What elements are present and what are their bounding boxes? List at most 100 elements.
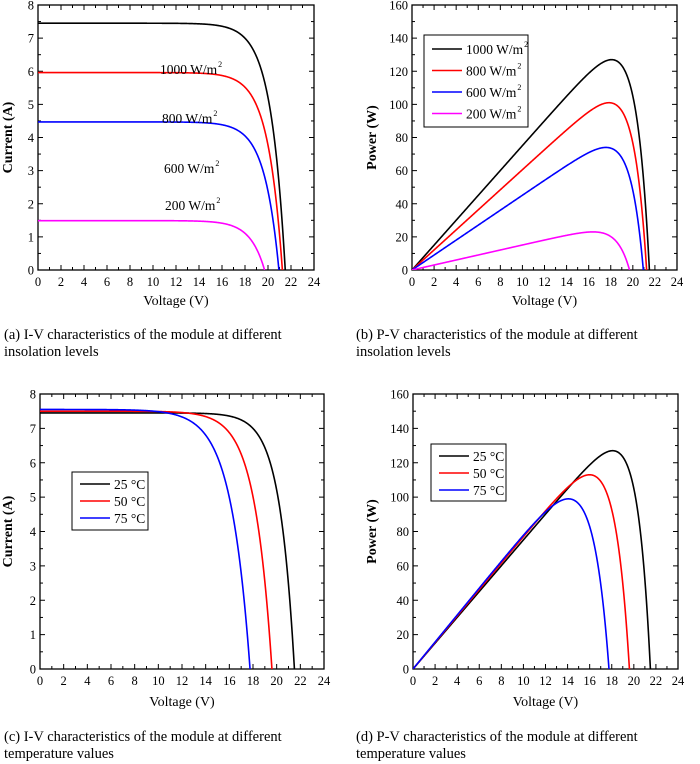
y-axis-label: Current (A) <box>1 101 16 173</box>
x-tick-label: 14 <box>199 674 212 688</box>
x-tick-label: 12 <box>539 674 552 688</box>
x-tick-label: 12 <box>176 674 189 688</box>
series-label-0: 1000 W/m <box>160 62 218 77</box>
x-tick-label: 24 <box>671 275 684 289</box>
series-line-1 <box>38 71 284 270</box>
x-tick-label: 2 <box>432 674 438 688</box>
legend-label-1: 800 W/m <box>466 64 517 79</box>
series-line-1 <box>412 101 648 270</box>
plot-frame <box>37 4 315 271</box>
series-line-2 <box>40 408 251 669</box>
caption-d: (d) P-V characteristics of the module at… <box>356 729 638 763</box>
y-tick-label: 8 <box>28 0 34 13</box>
y-axis-label: Power (W) <box>365 499 380 564</box>
x-tick-label: 18 <box>239 275 252 289</box>
caption-c-line2: temperature values <box>4 746 114 762</box>
x-tick-label: 16 <box>216 275 229 289</box>
x-tick-label: 4 <box>81 275 88 289</box>
x-tick-label: 18 <box>605 275 618 289</box>
x-tick-label: 20 <box>627 275 640 289</box>
x-axis-label: Voltage (V) <box>143 294 209 309</box>
caption-d-line2: temperature values <box>356 746 466 762</box>
plot-frame <box>39 393 325 670</box>
legend-label-sup-0: 2 <box>524 40 528 49</box>
y-tick-label: 80 <box>396 131 409 145</box>
y-tick-label: 2 <box>30 594 36 608</box>
series-label-2: 600 W/m <box>164 161 215 176</box>
caption-a: (a) I-V characteristics of the module at… <box>4 327 282 361</box>
x-tick-label: 4 <box>453 275 460 289</box>
series-label-sup-1: 2 <box>213 109 217 118</box>
y-tick-label: 5 <box>28 98 34 112</box>
x-tick-label: 20 <box>270 674 283 688</box>
series-label-sup-0: 2 <box>218 60 222 69</box>
x-tick-label: 18 <box>606 674 619 688</box>
y-tick-label: 40 <box>397 594 410 608</box>
y-tick-label: 60 <box>396 164 409 178</box>
x-tick-label: 18 <box>247 674 260 688</box>
series-line-3 <box>38 219 266 270</box>
y-tick-label: 140 <box>390 422 409 436</box>
y-tick-label: 0 <box>30 663 36 677</box>
y-tick-label: 1 <box>28 230 34 244</box>
caption-c: (c) I-V characteristics of the module at… <box>4 729 282 763</box>
y-tick-label: 3 <box>28 164 34 178</box>
x-tick-label: 2 <box>431 275 437 289</box>
series-label-sup-3: 2 <box>216 196 220 205</box>
legend-label-sup-3: 2 <box>517 105 521 114</box>
y-tick-label: 160 <box>390 388 409 402</box>
x-tick-label: 22 <box>285 275 298 289</box>
caption-c-line1: (c) I-V characteristics of the module at… <box>4 729 282 745</box>
x-tick-label: 10 <box>152 674 165 688</box>
y-tick-label: 1 <box>30 628 36 642</box>
y-tick-label: 100 <box>389 98 408 112</box>
caption-b-line1: (b) P-V characteristics of the module at… <box>356 327 638 343</box>
x-axis-label: Voltage (V) <box>512 294 578 309</box>
x-tick-label: 12 <box>538 275 551 289</box>
x-tick-label: 6 <box>476 674 482 688</box>
legend-label-sup-2: 2 <box>517 83 521 92</box>
y-tick-label: 7 <box>28 32 34 46</box>
x-tick-label: 14 <box>560 275 573 289</box>
series-line-0 <box>412 58 651 270</box>
x-tick-label: 6 <box>475 275 481 289</box>
x-tick-label: 24 <box>318 674 331 688</box>
y-tick-label: 120 <box>389 65 408 79</box>
legend-label-2: 75 °C <box>473 483 504 498</box>
series-line-3 <box>412 231 631 270</box>
x-axis-label: Voltage (V) <box>149 695 215 710</box>
x-tick-label: 16 <box>582 275 595 289</box>
x-tick-label: 24 <box>308 275 321 289</box>
y-tick-label: 160 <box>389 0 408 13</box>
y-tick-label: 5 <box>30 491 36 505</box>
y-tick-label: 100 <box>390 491 409 505</box>
y-axis-label: Current (A) <box>1 495 16 567</box>
y-tick-label: 2 <box>28 197 34 211</box>
y-tick-label: 7 <box>30 422 36 436</box>
y-tick-label: 6 <box>28 65 34 79</box>
x-tick-label: 8 <box>127 275 133 289</box>
x-tick-label: 14 <box>561 674 574 688</box>
x-tick-label: 2 <box>58 275 64 289</box>
caption-a-line2: insolation levels <box>4 344 99 360</box>
legend-label-3: 200 W/m <box>466 107 517 122</box>
caption-d-line1: (d) P-V characteristics of the module at… <box>356 729 638 745</box>
y-tick-label: 20 <box>397 628 410 642</box>
series-label-sup-2: 2 <box>215 159 219 168</box>
x-tick-label: 16 <box>583 674 596 688</box>
x-tick-label: 22 <box>649 275 662 289</box>
x-tick-label: 22 <box>294 674 307 688</box>
y-tick-label: 20 <box>396 230 409 244</box>
x-tick-label: 20 <box>262 275 275 289</box>
x-tick-label: 8 <box>497 275 503 289</box>
series-line-1 <box>413 473 631 669</box>
x-tick-label: 10 <box>516 275 529 289</box>
x-tick-label: 0 <box>410 674 416 688</box>
y-axis-label: Power (W) <box>365 105 380 170</box>
y-tick-label: 6 <box>30 456 36 470</box>
y-tick-label: 8 <box>30 388 36 402</box>
y-tick-label: 0 <box>28 264 34 278</box>
y-tick-label: 140 <box>389 32 408 46</box>
y-tick-label: 40 <box>396 197 409 211</box>
